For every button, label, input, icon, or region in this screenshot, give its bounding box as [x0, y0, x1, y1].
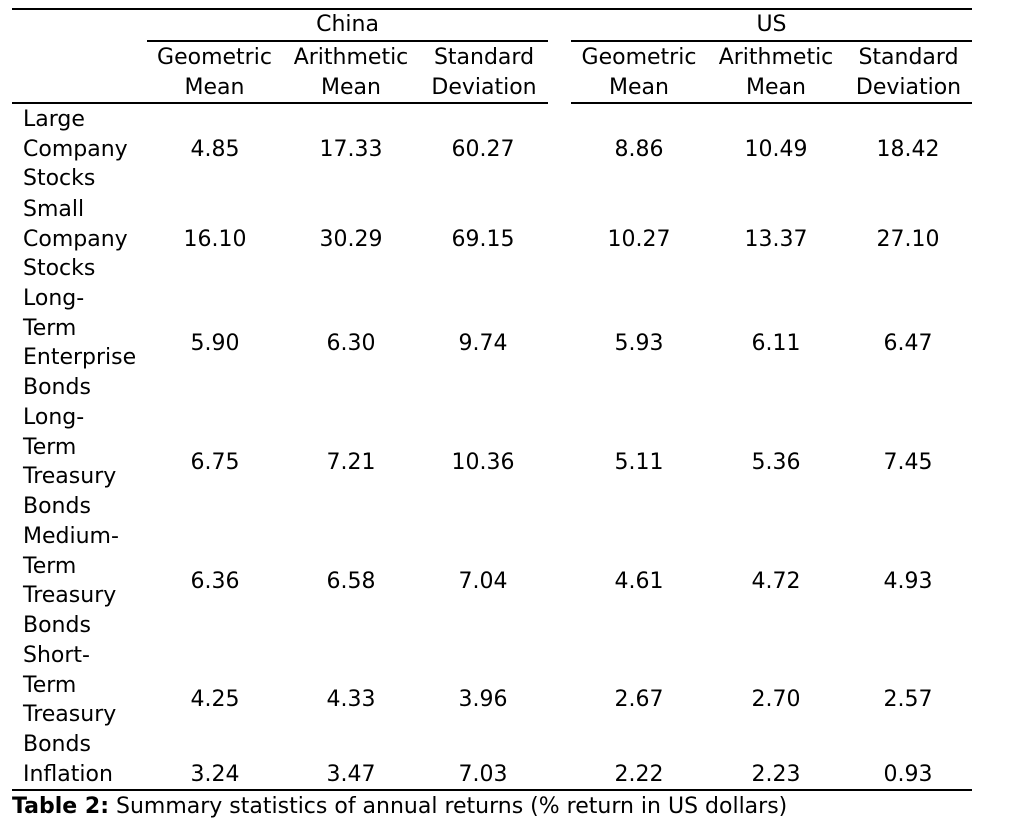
row-label: Medium- Term Treasury Bonds	[23, 524, 119, 638]
table-cell: 8.86	[614, 137, 664, 162]
table-cell: 16.10	[183, 227, 247, 252]
column-header: Standard Deviation	[431, 45, 537, 100]
column-header: Standard Deviation	[855, 45, 962, 100]
table-cell: 4.33	[326, 687, 376, 712]
table-cell: 5.36	[751, 450, 801, 475]
table-cell: 7.45	[883, 450, 933, 475]
table-cell: 30.29	[319, 227, 383, 252]
table-cell: 5.93	[614, 331, 664, 356]
table-cell: 6.47	[883, 331, 933, 356]
table-cell: 6.75	[190, 450, 240, 475]
row-label: Short- Term Treasury Bonds	[23, 643, 117, 757]
column-header: Geometric Mean	[581, 45, 697, 100]
table-cell: 7.04	[458, 569, 508, 594]
row-label: Small Company Stocks	[23, 197, 128, 281]
table-cell: 18.42	[876, 137, 940, 162]
table-cell: 2.57	[883, 687, 933, 712]
table-bottom-rule	[12, 789, 972, 791]
table-caption: Table 2: Summary statistics of annual re…	[12, 792, 787, 821]
table-cell: 10.27	[607, 227, 671, 252]
table-cell: 2.22	[614, 762, 664, 787]
row-label: Long- Term Enterprise Bonds	[23, 286, 137, 400]
table-cell: 9.74	[458, 331, 508, 356]
table-cell: 13.37	[744, 227, 808, 252]
table-cell: 6.11	[751, 331, 801, 356]
table-cell: 27.10	[876, 227, 940, 252]
column-header: Arithmetic Mean	[718, 45, 834, 100]
table-cell: 4.72	[751, 569, 801, 594]
us-group-rule	[571, 40, 972, 42]
table-cell: 3.47	[326, 762, 376, 787]
column-header: Geometric Mean	[157, 45, 272, 100]
table-cell: 60.27	[451, 137, 515, 162]
table-cell: 17.33	[319, 137, 383, 162]
table-cell: 69.15	[451, 227, 515, 252]
table-cell: 6.58	[326, 569, 376, 594]
column-header: Arithmetic Mean	[293, 45, 409, 100]
table-cell: 7.21	[326, 450, 376, 475]
table-cell: 2.23	[751, 762, 801, 787]
header-bottom-rule-left	[12, 102, 548, 104]
table-cell: 10.36	[451, 450, 515, 475]
row-label: Long- Term Treasury Bonds	[23, 405, 117, 519]
table-cell: 0.93	[883, 762, 933, 787]
caption-label: Table 2:	[12, 794, 109, 819]
table-top-rule	[12, 8, 972, 10]
table-cell: 4.25	[190, 687, 240, 712]
table-cell: 2.67	[614, 687, 664, 712]
group-header-us: US	[756, 12, 787, 37]
table-cell: 5.11	[614, 450, 664, 475]
table-cell: 6.36	[190, 569, 240, 594]
table-cell: 3.96	[458, 687, 508, 712]
table-cell: 4.85	[190, 137, 240, 162]
china-group-rule	[147, 40, 548, 42]
table-cell: 3.24	[190, 762, 240, 787]
table-cell: 7.03	[458, 762, 508, 787]
row-label: Large Company Stocks	[23, 107, 128, 191]
caption-text: Summary statistics of annual returns (% …	[109, 794, 788, 819]
table-cell: 10.49	[744, 137, 808, 162]
group-header-china: China	[316, 12, 379, 37]
table-cell: 4.61	[614, 569, 664, 594]
header-bottom-rule-right	[571, 102, 972, 104]
table-cell: 5.90	[190, 331, 240, 356]
table-cell: 6.30	[326, 331, 376, 356]
table-cell: 4.93	[883, 569, 933, 594]
table-cell: 2.70	[751, 687, 801, 712]
row-label: Inflation	[23, 762, 113, 787]
